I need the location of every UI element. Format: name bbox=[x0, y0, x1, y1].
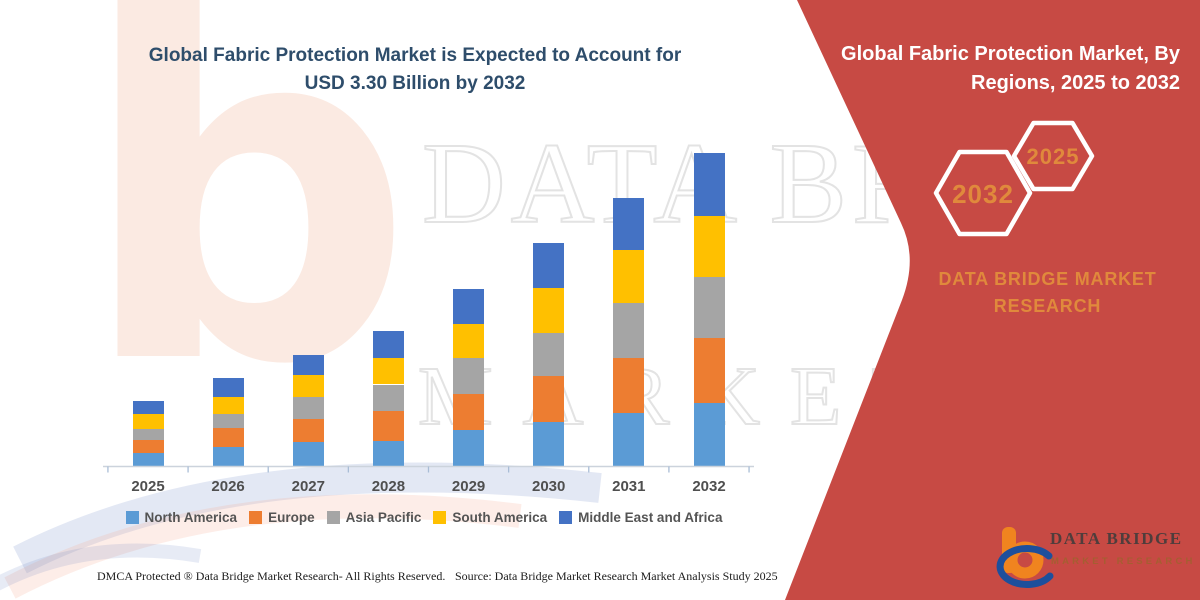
bar-2029-europe bbox=[453, 394, 485, 430]
watermark-pink-swoosh bbox=[4, 494, 522, 599]
bar-2032-europe bbox=[693, 338, 725, 403]
x-axis-label-2031: 2031 bbox=[612, 478, 646, 495]
bar-2030-middle-east-and-africa bbox=[533, 243, 565, 288]
bar-2029-asia-pacific bbox=[453, 357, 485, 394]
bar-2031-south-america bbox=[613, 249, 645, 303]
legend: North America Europe Asia Pacific South Ame… bbox=[88, 510, 760, 525]
bar-2032-north-america bbox=[693, 402, 725, 466]
bar-2025-asia-pacific bbox=[132, 429, 164, 441]
bar-2027-south-america bbox=[292, 375, 324, 397]
bar-2028-middle-east-and-africa bbox=[372, 331, 404, 358]
bar-2026-south-america bbox=[212, 396, 244, 414]
bar-2030-north-america bbox=[533, 422, 565, 466]
source-footer-text: Source: Data Bridge Market Research Mark… bbox=[455, 569, 778, 583]
bar-2029-south-america bbox=[453, 323, 485, 358]
chart-title: Global Fabric Protection Market is Expec… bbox=[105, 42, 725, 98]
bar-2026-north-america bbox=[212, 447, 244, 466]
bar-2030-south-america bbox=[533, 287, 565, 334]
banner-title: Global Fabric Protection Market, By Regi… bbox=[808, 40, 1180, 98]
x-axis-label-2028: 2028 bbox=[371, 478, 406, 495]
x-axis-label-2032: 2032 bbox=[692, 478, 726, 495]
legend-marker-icon bbox=[326, 511, 340, 524]
legend-label: Asia Pacific bbox=[345, 510, 422, 525]
watermark-corner-swoosh bbox=[0, 543, 202, 591]
bar-2031-north-america bbox=[613, 412, 645, 466]
x-axis-label-2027: 2027 bbox=[291, 478, 325, 495]
legend-label: South America bbox=[452, 510, 548, 525]
bar-2028-south-america bbox=[372, 357, 404, 385]
bar-2030-asia-pacific bbox=[533, 333, 565, 376]
dmca-footer-text: DMCA Protected ® Data Bridge Market Rese… bbox=[97, 569, 446, 583]
bar-2029-middle-east-and-africa bbox=[453, 288, 485, 324]
bar-2026-middle-east-and-africa bbox=[212, 377, 244, 397]
x-axis-label-2026: 2026 bbox=[211, 478, 245, 495]
banner-brand-text: DATA BRIDGE MARKET RESEARCH bbox=[915, 266, 1180, 320]
bar-2028-asia-pacific bbox=[372, 384, 404, 411]
logo-subtitle: MARKET RESEARCH bbox=[1051, 556, 1196, 567]
bar-2028-europe bbox=[372, 411, 404, 442]
bar-2031-asia-pacific bbox=[613, 302, 645, 358]
legend-item-europe: Europe bbox=[249, 510, 315, 525]
legend-marker-icon bbox=[433, 511, 447, 524]
bar-2029-north-america bbox=[453, 430, 485, 466]
bar-2027-asia-pacific bbox=[292, 396, 324, 419]
bar-2026-asia-pacific bbox=[212, 413, 244, 429]
bar-2027-north-america bbox=[292, 442, 324, 466]
bar-2026-europe bbox=[212, 428, 244, 448]
x-axis-label-2030: 2030 bbox=[532, 478, 566, 495]
bar-2031-middle-east-and-africa bbox=[613, 197, 645, 250]
legend-marker-icon bbox=[249, 511, 263, 524]
chart-title-line2: USD 3.30 Billion by 2032 bbox=[304, 73, 526, 94]
logo-wordmark: DATA BRIDGE bbox=[1050, 529, 1183, 548]
bar-2025-north-america bbox=[132, 452, 164, 466]
bar-2027-europe bbox=[292, 418, 324, 443]
bar-2030-europe bbox=[533, 375, 565, 423]
bar-2025-south-america bbox=[132, 413, 164, 430]
legend-label: North America bbox=[144, 510, 238, 525]
watermark-b-logo: b bbox=[78, 0, 415, 467]
legend-item-middle-east-and-africa: Middle East and Africa bbox=[559, 510, 722, 525]
legend-item-south-america: South America bbox=[433, 510, 547, 525]
legend-marker-icon bbox=[559, 511, 573, 524]
bar-2025-middle-east-and-africa bbox=[132, 400, 164, 414]
legend-item-asia-pacific: Asia Pacific bbox=[326, 510, 422, 525]
x-axis-label-2025: 2025 bbox=[131, 478, 165, 495]
banner-title-line1: Global Fabric Protection Market, By bbox=[841, 43, 1180, 65]
bar-2031-europe bbox=[613, 357, 645, 413]
legend-marker-icon bbox=[125, 511, 139, 524]
x-axis-label-2029: 2029 bbox=[451, 478, 486, 495]
chart-title-line1: Global Fabric Protection Market is Expec… bbox=[148, 45, 682, 66]
bar-2032-south-america bbox=[693, 215, 725, 278]
banner-brand-line1: DATA BRIDGE MARKET bbox=[938, 269, 1157, 289]
banner-title-line2: Regions, 2025 to 2032 bbox=[971, 72, 1180, 94]
bar-2025-europe bbox=[132, 440, 164, 453]
legend-label: Middle East and Africa bbox=[578, 510, 723, 525]
bar-2032-asia-pacific bbox=[693, 277, 725, 338]
watermark-blue-swoosh bbox=[13, 462, 602, 574]
legend-item-north-america: North America bbox=[125, 510, 238, 525]
bar-2028-north-america bbox=[372, 441, 404, 466]
bar-2032-middle-east-and-africa bbox=[693, 153, 725, 216]
bar-2027-middle-east-and-africa bbox=[292, 355, 324, 375]
legend-label: Europe bbox=[268, 510, 315, 525]
banner-brand-line2: RESEARCH bbox=[993, 296, 1102, 316]
